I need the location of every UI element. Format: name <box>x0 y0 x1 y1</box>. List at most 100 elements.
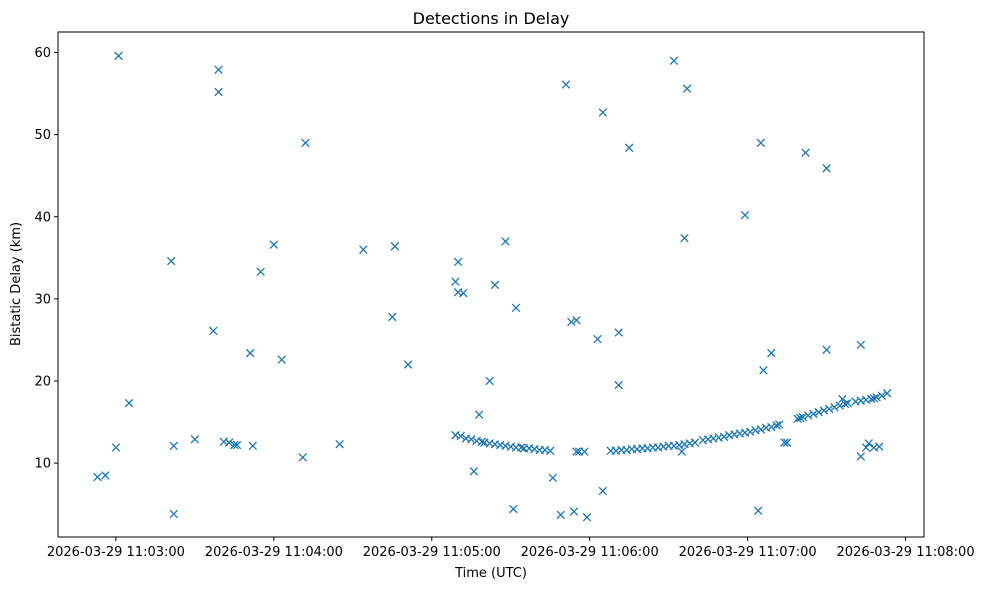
y-tick-label: 30 <box>34 292 51 307</box>
data-point <box>872 393 881 402</box>
data-point <box>682 84 692 93</box>
data-point <box>809 409 818 419</box>
x-tick-label: 2026-03-29 11:06:00 <box>521 545 659 560</box>
data-point <box>746 427 755 437</box>
data-point <box>114 51 123 61</box>
data-point <box>256 267 265 277</box>
data-point <box>614 380 623 390</box>
data-point <box>759 366 768 375</box>
data-point <box>856 452 866 461</box>
data-point <box>556 510 566 520</box>
data-point <box>93 472 102 482</box>
data-point <box>169 441 179 451</box>
data-point <box>485 376 494 386</box>
chart-title: Detections in Delay <box>413 9 570 28</box>
data-point <box>614 328 623 337</box>
data-point <box>477 437 487 447</box>
data-point <box>780 438 789 447</box>
data-point <box>582 513 592 522</box>
data-point <box>101 471 110 480</box>
data-point <box>822 164 831 173</box>
data-point <box>822 345 831 355</box>
data-point <box>301 138 310 148</box>
data-point <box>245 348 255 358</box>
data-point <box>509 504 518 514</box>
data-point <box>224 438 234 447</box>
data-point <box>359 245 368 254</box>
data-point <box>517 443 526 452</box>
y-tick-label: 10 <box>34 457 51 472</box>
x-axis-ticks: 2026-03-29 11:03:00 2026-03-29 11:04:00 20… <box>47 537 975 560</box>
data-point <box>840 399 850 409</box>
data-point <box>298 453 308 462</box>
data-point <box>490 280 500 290</box>
data-point <box>774 420 784 429</box>
data-point <box>803 411 813 420</box>
data-point <box>819 406 829 415</box>
data-point <box>230 440 239 450</box>
data-point <box>214 87 223 97</box>
x-tick-label: 2026-03-29 11:07:00 <box>679 545 817 560</box>
data-point <box>719 432 729 442</box>
data-point <box>669 56 679 65</box>
data-point <box>390 242 400 251</box>
data-point <box>772 421 781 430</box>
data-point <box>796 413 805 423</box>
data-point <box>753 506 763 515</box>
y-tick-label: 60 <box>34 46 51 61</box>
y-tick-label: 20 <box>34 374 51 389</box>
data-point <box>572 447 581 456</box>
data-point <box>561 80 571 89</box>
data-point <box>451 277 460 286</box>
y-tick-label: 40 <box>34 210 51 225</box>
data-point <box>740 210 750 220</box>
data-point <box>459 288 468 298</box>
data-point <box>793 414 802 424</box>
data-point <box>830 403 839 412</box>
y-tick-label: 50 <box>34 128 51 143</box>
data-point <box>453 257 463 267</box>
data-point <box>598 108 608 117</box>
data-point <box>190 435 200 444</box>
data-point <box>624 143 634 153</box>
x-tick-label: 2026-03-29 11:03:00 <box>47 545 185 560</box>
data-point <box>169 509 179 519</box>
data-point <box>874 442 884 451</box>
data-point <box>388 312 397 322</box>
data-point <box>501 237 510 246</box>
data-point <box>277 355 286 364</box>
data-point <box>214 65 223 75</box>
data-point <box>593 334 602 344</box>
data-point <box>677 447 687 456</box>
data-point <box>782 438 792 447</box>
data-point <box>824 404 834 414</box>
data-point <box>838 394 847 404</box>
data-point <box>572 315 581 325</box>
y-axis-ticks: 10 20 30 40 50 60 <box>34 46 58 472</box>
x-axis-label: Time (UTC) <box>454 566 527 581</box>
data-point <box>835 401 845 410</box>
data-point <box>335 439 344 449</box>
data-point <box>680 233 689 243</box>
data-point <box>756 425 766 434</box>
data-point <box>466 435 476 444</box>
data-point <box>598 486 608 496</box>
data-point <box>209 326 218 336</box>
data-point <box>232 440 242 450</box>
data-point <box>864 439 873 448</box>
data-point <box>469 467 479 476</box>
data-point <box>882 389 892 398</box>
data-point <box>545 446 555 456</box>
data-point <box>111 443 121 452</box>
data-point <box>843 398 852 408</box>
data-point <box>690 438 700 447</box>
x-tick-label: 2026-03-29 11:08:00 <box>837 545 975 560</box>
y-axis-label: Bistatic Delay (km) <box>9 222 24 346</box>
data-point <box>861 443 871 452</box>
plot-area-frame <box>57 31 925 538</box>
data-point <box>869 393 879 403</box>
data-point <box>124 398 134 408</box>
x-tick-label: 2026-03-29 11:04:00 <box>205 545 343 560</box>
data-point <box>798 412 808 422</box>
